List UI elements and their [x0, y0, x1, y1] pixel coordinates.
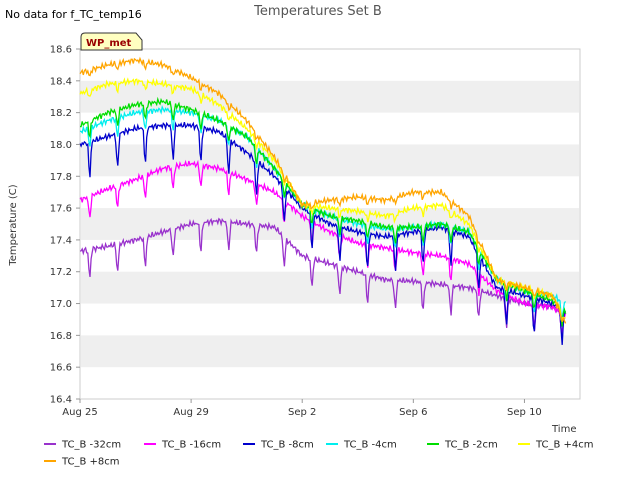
x-axis-ticks: Aug 25 Aug 29 Sep 2 Sep 6 Sep 10 [62, 399, 542, 418]
legend-label: TC_B +4cm [535, 440, 594, 451]
y-tick-label: 16.4 [50, 395, 72, 406]
chart-title: Temperatures Set B [253, 4, 382, 19]
site-label: WP_met [86, 38, 132, 49]
y-tick-label: 17.2 [50, 267, 72, 278]
y-tick-label: 16.6 [50, 363, 72, 374]
series-line [79, 77, 566, 321]
legend-label: TC_B -16cm [161, 440, 221, 451]
site-label-badge: WP_met [80, 32, 143, 51]
legend-label: TC_B -32cm [61, 440, 121, 451]
x-tick-label: Aug 29 [173, 407, 208, 418]
y-tick-label: 18.6 [50, 45, 72, 56]
y-tick-label: 17.4 [50, 235, 72, 246]
y-tick-label: 17.0 [50, 299, 72, 310]
y-tick-label: 18.4 [50, 76, 72, 87]
y-axis-ticks: 16.4 16.6 16.8 17.0 17.2 17.4 17.6 17.8 18.0 18.2… [50, 45, 80, 406]
y-tick-label: 17.8 [50, 172, 72, 183]
x-tick-label: Sep 2 [288, 407, 316, 418]
y-tick-label: 18.0 [50, 140, 72, 151]
grid-band [81, 335, 579, 368]
legend-label: TC_B -8cm [260, 440, 314, 451]
grid-band [81, 144, 579, 177]
x-tick-label: Sep 6 [399, 407, 427, 418]
no-data-message: No data for f_TC_temp16 [5, 8, 142, 21]
series-line [79, 217, 566, 339]
legend-label: TC_B -4cm [343, 440, 397, 451]
y-axis-label: Temperature (C) [8, 184, 19, 266]
x-axis-label: Time [551, 424, 576, 435]
legend-label: TC_B +8cm [61, 457, 120, 468]
x-tick-label: Sep 10 [507, 407, 542, 418]
series-line [79, 121, 567, 345]
series-line [79, 159, 567, 333]
y-tick-label: 18.2 [50, 108, 72, 119]
y-tick-label: 16.8 [50, 331, 72, 342]
series-line [79, 56, 567, 324]
x-tick-label: Aug 25 [62, 407, 97, 418]
y-tick-label: 17.6 [50, 204, 72, 215]
series-lines [79, 56, 567, 345]
legend: TC_B -32cm TC_B -16cm TC_B -8cm TC_B -4cm TC… [44, 440, 594, 468]
legend-label: TC_B -2cm [444, 440, 498, 451]
